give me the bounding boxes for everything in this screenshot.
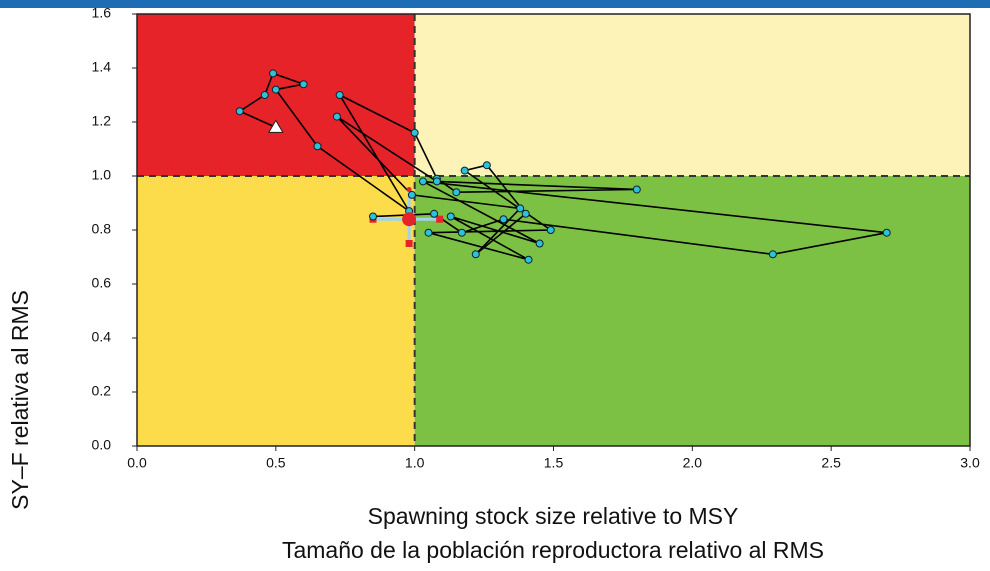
ci-end	[405, 240, 413, 247]
point	[407, 190, 416, 199]
x-tick-label: 2.5	[821, 455, 841, 471]
point	[418, 177, 427, 186]
point	[521, 209, 530, 218]
ci-end	[436, 215, 444, 223]
point	[632, 185, 641, 194]
point	[260, 91, 269, 99]
point	[410, 128, 419, 137]
quadrant	[414, 14, 971, 176]
point	[299, 80, 308, 89]
x-tick-label: 3.0	[960, 455, 980, 471]
point	[460, 166, 469, 175]
y-tick-label: 1.2	[92, 113, 112, 129]
point	[369, 212, 378, 221]
y-tick-label: 0.8	[92, 221, 112, 237]
y-tick-label: 0.0	[92, 437, 112, 453]
point	[446, 212, 455, 221]
x-tick-label: 2.0	[683, 455, 703, 471]
point	[535, 239, 544, 248]
point	[235, 107, 244, 116]
point	[271, 85, 280, 94]
point	[430, 209, 439, 218]
point	[432, 177, 441, 186]
point	[457, 228, 466, 237]
point	[452, 188, 461, 197]
point	[524, 255, 533, 264]
point	[424, 228, 433, 237]
point	[335, 91, 344, 99]
point	[471, 250, 480, 259]
ci-end	[406, 187, 412, 192]
quadrant	[137, 176, 415, 446]
x-axis-title: Spawning stock size relative to MSY	[368, 503, 739, 529]
y-tick-label: 1.0	[92, 167, 112, 183]
point	[313, 142, 322, 151]
y-tick-label: 1.4	[92, 59, 112, 75]
x-tick-label: 1.5	[544, 455, 564, 471]
point	[332, 112, 341, 121]
point	[516, 204, 525, 213]
point	[499, 215, 508, 224]
current-point	[402, 212, 417, 227]
y-tick-label: 0.4	[92, 329, 112, 345]
top-bar	[0, 0, 990, 8]
y-tick-label: 0.2	[92, 383, 112, 399]
x-tick-label: 0.0	[127, 455, 147, 471]
point	[768, 250, 777, 259]
point	[269, 69, 278, 78]
y-tick-label: 1.6	[92, 5, 112, 21]
plot-area: 0.0 0.5 1.0 1.5 2.0 2.5 3.0 0.0 0.2 0.4 0.6 0.8 1.0 1…	[92, 5, 980, 471]
x-tick-label: 0.5	[266, 455, 286, 471]
x-axis-title: Tamaño de la población reproductora rela…	[282, 537, 824, 563]
point	[546, 226, 555, 234]
point	[882, 228, 891, 237]
quadrant	[414, 176, 971, 446]
start-point	[267, 119, 284, 133]
y-axis-title: SY–F relativa al RMS	[7, 290, 33, 510]
y-tick-label: 0.6	[92, 275, 112, 291]
point	[482, 161, 491, 170]
x-tick-label: 1.0	[405, 455, 425, 471]
